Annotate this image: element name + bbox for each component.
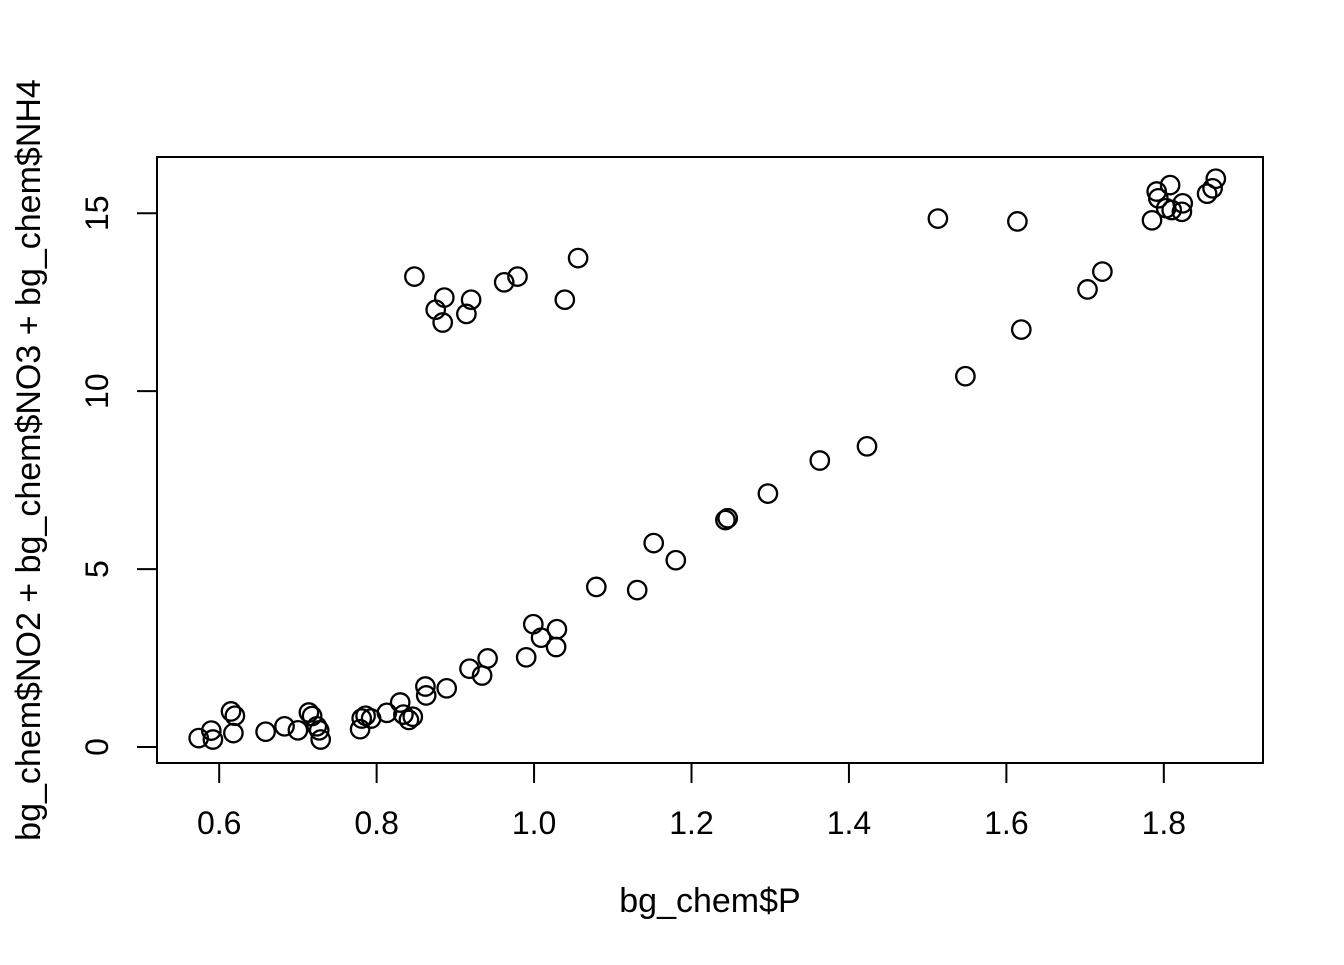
data-point xyxy=(389,692,411,713)
data-point xyxy=(404,266,425,287)
data-point xyxy=(202,729,224,750)
data-point xyxy=(393,704,414,725)
data-point xyxy=(274,715,295,737)
data-point xyxy=(456,303,477,325)
data-point xyxy=(717,507,739,529)
data-point xyxy=(224,705,246,727)
data-point xyxy=(955,365,976,387)
x-tick-label: 0.6 xyxy=(197,805,241,841)
data-point xyxy=(287,719,309,741)
x-tick-label: 1.8 xyxy=(1142,805,1186,841)
data-point xyxy=(507,266,528,287)
data-point xyxy=(477,648,498,669)
data-point xyxy=(255,721,276,743)
data-point xyxy=(1092,261,1113,282)
data-point xyxy=(1141,209,1163,231)
y-axis-title: bg_chem$NO2 + bg_chem$NO3 + bg_chem$NH4 xyxy=(10,79,48,841)
data-point xyxy=(1205,168,1227,190)
data-point xyxy=(402,706,424,728)
data-point xyxy=(665,549,687,571)
data-point xyxy=(1171,201,1193,223)
x-tick-label: 1.6 xyxy=(984,805,1028,841)
data-point xyxy=(436,677,458,699)
data-point xyxy=(351,708,373,729)
data-point xyxy=(546,618,568,640)
data-point xyxy=(567,247,589,269)
x-axis-title: bg_chem$P xyxy=(619,882,800,920)
data-point xyxy=(856,435,878,457)
data-point xyxy=(306,715,328,737)
data-point xyxy=(200,720,222,741)
data-point xyxy=(757,483,779,504)
data-point xyxy=(493,271,515,293)
data-point xyxy=(1007,211,1028,232)
data-point xyxy=(376,702,398,724)
data-point xyxy=(626,579,648,601)
plot-box xyxy=(156,156,1264,764)
data-point xyxy=(223,722,244,744)
data-point xyxy=(220,701,242,722)
data-point xyxy=(530,627,552,649)
data-point xyxy=(349,718,371,740)
data-point xyxy=(643,532,665,554)
data-point xyxy=(1159,174,1181,196)
x-tick-label: 1.2 xyxy=(669,805,713,841)
x-tick-label: 0.8 xyxy=(354,805,398,841)
data-point xyxy=(809,450,831,471)
data-point xyxy=(1172,192,1194,214)
data-point xyxy=(1010,319,1032,340)
data-point xyxy=(1196,183,1218,205)
y-tick-label: 0 xyxy=(79,738,115,756)
data-point xyxy=(415,676,436,697)
x-tick-label: 1.0 xyxy=(512,805,556,841)
data-point xyxy=(432,312,454,333)
data-point xyxy=(515,646,537,668)
data-point xyxy=(459,658,480,680)
data-point xyxy=(310,729,332,750)
data-point xyxy=(1202,177,1223,199)
data-point xyxy=(398,709,420,731)
y-tick-label: 15 xyxy=(79,195,115,231)
data-point xyxy=(1161,199,1183,221)
data-point xyxy=(554,289,576,311)
data-point xyxy=(1077,279,1098,300)
data-point xyxy=(433,287,455,308)
data-point xyxy=(927,208,949,229)
data-point xyxy=(715,509,736,531)
data-point xyxy=(522,613,544,635)
y-tick-label: 5 xyxy=(79,560,115,578)
data-point xyxy=(308,719,330,741)
x-tick-label: 1.4 xyxy=(827,805,871,841)
data-point xyxy=(460,289,482,311)
data-point xyxy=(545,636,567,658)
data-point xyxy=(585,576,607,598)
data-point xyxy=(415,685,437,706)
y-tick-label: 10 xyxy=(79,373,115,409)
